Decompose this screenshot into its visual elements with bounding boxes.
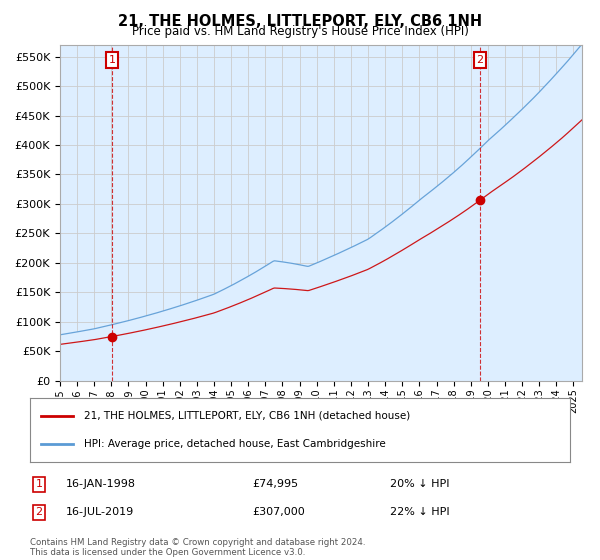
Text: 16-JUL-2019: 16-JUL-2019 bbox=[66, 507, 134, 517]
Text: 2: 2 bbox=[476, 55, 484, 65]
Text: 1: 1 bbox=[35, 479, 43, 489]
Text: Contains HM Land Registry data © Crown copyright and database right 2024.
This d: Contains HM Land Registry data © Crown c… bbox=[30, 538, 365, 557]
Text: 2: 2 bbox=[35, 507, 43, 517]
Text: £307,000: £307,000 bbox=[252, 507, 305, 517]
Text: 21, THE HOLMES, LITTLEPORT, ELY, CB6 1NH: 21, THE HOLMES, LITTLEPORT, ELY, CB6 1NH bbox=[118, 14, 482, 29]
Text: HPI: Average price, detached house, East Cambridgeshire: HPI: Average price, detached house, East… bbox=[84, 439, 386, 449]
Text: Price paid vs. HM Land Registry's House Price Index (HPI): Price paid vs. HM Land Registry's House … bbox=[131, 25, 469, 38]
Text: 21, THE HOLMES, LITTLEPORT, ELY, CB6 1NH (detached house): 21, THE HOLMES, LITTLEPORT, ELY, CB6 1NH… bbox=[84, 410, 410, 421]
Text: 16-JAN-1998: 16-JAN-1998 bbox=[66, 479, 136, 489]
Text: £74,995: £74,995 bbox=[252, 479, 298, 489]
Text: 20% ↓ HPI: 20% ↓ HPI bbox=[390, 479, 449, 489]
Text: 1: 1 bbox=[109, 55, 116, 65]
Text: 22% ↓ HPI: 22% ↓ HPI bbox=[390, 507, 449, 517]
